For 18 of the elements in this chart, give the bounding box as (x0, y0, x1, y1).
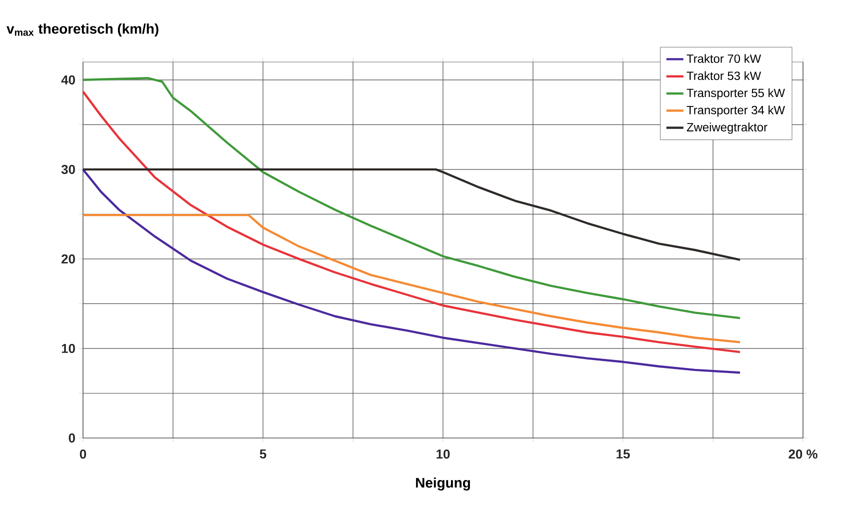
legend-label: Transporter 55 kW (686, 88, 785, 100)
y-tick-label: 30 (61, 164, 75, 174)
legend-label: Traktor 70 kW (686, 54, 762, 63)
x-tick-label: 20 % (788, 449, 818, 459)
x-tick-label: 15 (616, 449, 630, 459)
x-tick-label: 10 (436, 449, 450, 459)
y-tick-label: 20 (62, 254, 75, 264)
legend-label: Zweiwegtraktor (686, 122, 768, 134)
x-tick-label: 0 (80, 449, 86, 459)
legend-label: Traktor 53 kW (686, 71, 762, 80)
line-series (82, 168, 742, 261)
legend-label: Transporter 34 kW (686, 106, 785, 117)
x-axis-title: Neigung (416, 477, 470, 491)
x-tick-label: 5 (260, 449, 266, 459)
y-tick-label: 0 (68, 433, 75, 443)
y-axis-title: v$_{max}$ theoretisch (km/h) (6, 23, 158, 36)
y-tick-label: 10 (62, 344, 75, 354)
y-tick-label: 40 (61, 75, 75, 84)
